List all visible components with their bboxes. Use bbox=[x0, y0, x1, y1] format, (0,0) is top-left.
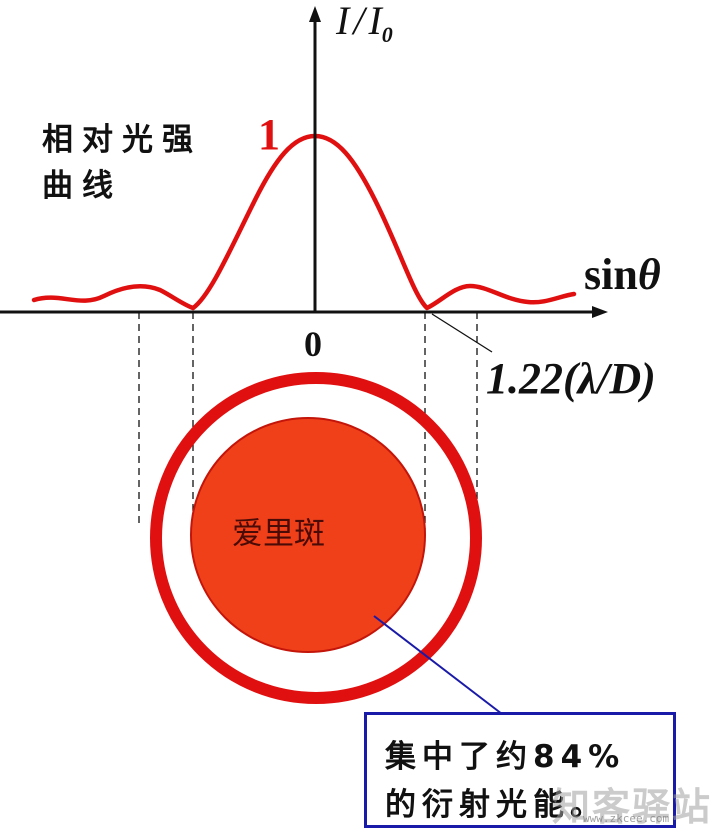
curve-label-line2: 曲线 bbox=[42, 168, 122, 204]
watermark: 知客驿站 bbox=[500, 770, 720, 834]
watermark-text: 知客驿站 bbox=[552, 785, 713, 829]
curve-label-line1: 相对光强 bbox=[42, 122, 202, 158]
y-label-sub: I bbox=[368, 0, 382, 43]
y-axis-label: I / I0 bbox=[336, 0, 393, 58]
x-axis-label: sinθ bbox=[584, 250, 661, 300]
energy-note-box: 集中了约84% 的衍射光能。 bbox=[364, 712, 676, 828]
y-label-subscript: 0 bbox=[381, 22, 393, 47]
airy-disk-label: 爱里斑 bbox=[232, 516, 325, 552]
min-pointer-line bbox=[431, 313, 493, 353]
note-line2: 的衍射光能。 bbox=[385, 787, 607, 823]
y-axis-arrow bbox=[309, 6, 321, 22]
origin-label: 0 bbox=[304, 324, 322, 364]
x-label-main: sin bbox=[584, 250, 638, 299]
outer-ring bbox=[150, 372, 482, 704]
airy-disk bbox=[190, 417, 426, 653]
watermark-sub: www.zkcee.com bbox=[583, 812, 670, 825]
x-label-theta: θ bbox=[637, 250, 661, 299]
y-label-slash: / bbox=[353, 0, 365, 43]
y-label-main: I bbox=[336, 0, 350, 43]
note-line1: 集中了约84% bbox=[385, 739, 626, 775]
first-minimum-label: 1.22(λ/D) bbox=[486, 354, 656, 403]
x-axis-arrow bbox=[592, 306, 608, 318]
note-pointer-line bbox=[373, 615, 503, 715]
intensity-curve bbox=[31, 133, 577, 311]
peak-value-label: 1 bbox=[258, 110, 280, 159]
